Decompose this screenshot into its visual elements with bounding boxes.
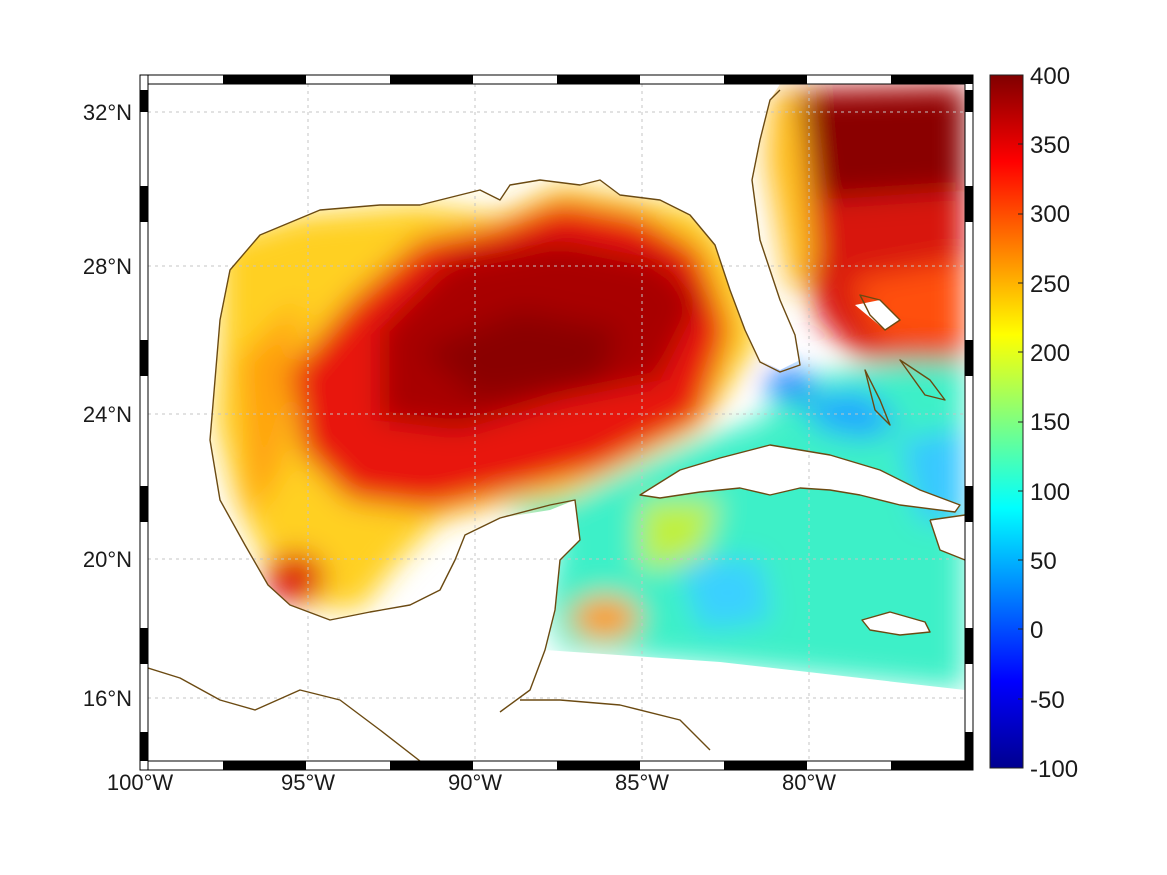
- colorbar-label: -100: [1030, 756, 1078, 783]
- caribbean-orange-patch: [570, 596, 640, 640]
- lon-label: 90°W: [448, 770, 502, 795]
- colorbar-label: 0: [1030, 617, 1043, 644]
- atlantic-lower-orange: [850, 260, 965, 350]
- campeche-eddy: [265, 552, 325, 604]
- colorbar-label: 250: [1030, 271, 1070, 298]
- lat-label: 16°N: [83, 686, 132, 711]
- central-america-coast: [148, 667, 421, 761]
- jamaica-coast: [861, 611, 931, 636]
- heatmap-field: [148, 84, 965, 761]
- colorbar-ticks: [1018, 74, 1023, 769]
- cuba-coast: [639, 444, 961, 513]
- lon-label: 95°W: [281, 770, 335, 795]
- lon-label: 80°W: [782, 770, 836, 795]
- latitude-labels: 32°N 28°N 24°N 20°N 16°N: [83, 100, 132, 711]
- lat-label: 20°N: [83, 547, 132, 572]
- cuba-land: [640, 445, 960, 512]
- lat-label: 32°N: [83, 100, 132, 125]
- lat-label: 28°N: [83, 254, 132, 279]
- bahamas-coast: [859, 294, 946, 426]
- lon-label: 85°W: [615, 770, 669, 795]
- hispaniola-coast: [929, 514, 965, 561]
- caribbean-blue-patch: [800, 390, 900, 440]
- florida-straits-blue: [765, 371, 815, 399]
- colorbar-label: 100: [1030, 479, 1070, 506]
- colorbar-label: 300: [1030, 201, 1070, 228]
- atlantic-core: [800, 90, 965, 200]
- colorbar-label: 150: [1030, 409, 1070, 436]
- caribbean-yellow-lobe: [640, 500, 720, 570]
- colorbar-label: 200: [1030, 340, 1070, 367]
- colorbar-label: 50: [1030, 548, 1057, 575]
- caribbean-blue-patch-3: [680, 560, 770, 630]
- colorbar: 400 350 300 250 200 150 100 50 0 -50 -10…: [989, 63, 1078, 783]
- coastlines: [148, 89, 965, 761]
- lon-label: 100°W: [107, 770, 174, 795]
- honduras-coast: [520, 699, 711, 751]
- loop-current-core-2: [420, 310, 620, 400]
- colorbar-label: 400: [1030, 63, 1070, 90]
- gulf-coastline: [209, 89, 801, 713]
- western-gulf-orange: [240, 300, 300, 520]
- atlantic-orange-edge: [765, 95, 815, 300]
- longitude-labels: 100°W 95°W 90°W 85°W 80°W: [107, 770, 836, 795]
- map-frame: [139, 74, 974, 771]
- lat-label: 24°N: [83, 402, 132, 427]
- colorbar-label: 350: [1030, 132, 1070, 159]
- colorbar-label: -50: [1030, 687, 1065, 714]
- colorbar-gradient: [989, 74, 1024, 769]
- graticule: [148, 84, 965, 761]
